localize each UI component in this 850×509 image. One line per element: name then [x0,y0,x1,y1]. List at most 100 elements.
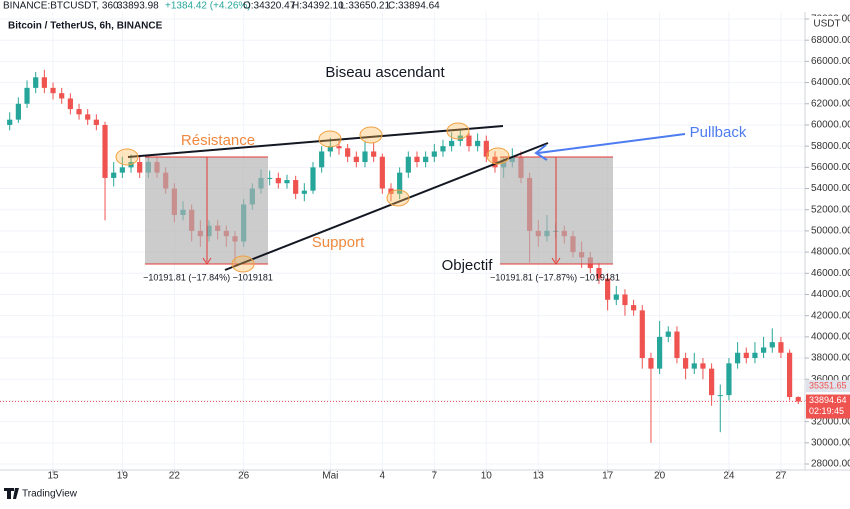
candle-body [605,278,611,300]
candle-body [752,352,758,359]
candle-body [336,146,342,149]
candle-body [622,294,628,306]
support-line [224,142,549,271]
pullback-arrow [537,133,686,154]
candle-body [440,146,446,152]
candle-body [613,294,619,300]
touch-point [486,147,510,165]
brand: TradingView [22,489,78,500]
x-tick-label: 19 [117,471,129,482]
resistance-line [127,125,504,158]
candle-body [33,77,39,88]
candle-body [119,167,125,173]
candle-body [353,156,359,163]
candle-body [657,336,663,369]
candle-body [371,151,377,157]
candle-body [648,358,654,369]
x-tick-label: 17 [602,471,614,482]
candle-body [345,148,351,157]
reference-price-tag [806,380,850,393]
y-tick-label: 66000.00 [811,56,850,67]
y-tick-label: 64000.00 [811,77,850,88]
candle-body [405,156,411,173]
touch-point [446,122,470,140]
candle-body [483,140,489,157]
measure-label: −10191.81 (−17.87%) −1019181 [490,272,620,282]
last-price-label: 33894.64 [809,395,847,405]
x-tick-label: 26 [238,471,250,482]
candle-body [24,87,30,104]
candle-body [709,368,715,396]
y-tick-label: 42000.00 [811,310,850,321]
candle-body [492,156,498,168]
candle-body [310,167,316,191]
currency-label: USDT [813,19,840,30]
candle-body [735,352,741,364]
touch-point [359,126,383,144]
x-tick-label: 4 [380,471,386,482]
y-tick-label: 52000.00 [811,204,850,215]
measure-label: −10191.81 (−17.84%) −1019181 [143,272,273,282]
candle-body [466,135,472,147]
y-tick-label: 38000.00 [811,353,850,364]
y-tick-label: 40000.00 [811,332,850,343]
x-tick-label: 20 [654,471,666,482]
candle-body [743,352,749,359]
brand-logo [4,488,19,499]
close-value: C:33894.64 [388,1,440,12]
time-axis-labels: 15 19 22 26 Mai 4 7 10 13 17 20 24 27 [47,470,787,482]
candle-body [41,77,47,88]
price-axis [805,12,850,470]
open-value: O:34320.47 [243,1,296,12]
candle-body [431,151,437,157]
y-tick-label: 28000.00 [811,459,850,470]
y-tick-label: 44000.00 [811,289,850,300]
candle-body [596,267,602,279]
currency-box [812,16,842,30]
y-tick-label: 48000.00 [811,247,850,258]
candle-body [111,172,117,178]
x-tick-label: 22 [169,471,181,482]
pullback-label: Pullback [690,124,747,141]
change: +1384.42 (+4.26%) [165,1,251,12]
pattern-lines [115,122,686,273]
candle-body [275,177,281,184]
y-tick-label: 54000.00 [811,183,850,194]
candle-body [7,119,13,125]
candle-body [683,358,689,369]
candle-body [726,363,732,396]
candle-body [665,331,671,337]
candle-body [423,156,429,163]
y-tick-label: 46000.00 [811,268,850,279]
last-price-tag [806,394,850,419]
candle-body [717,395,723,397]
target-label: Objectif [442,257,494,274]
y-tick-label: 36000.00 [811,374,850,385]
candle-body [700,363,706,369]
touch-point [318,130,342,148]
candle-body [761,347,767,353]
measure-arrow-head [551,257,561,265]
candle-body [397,172,403,194]
candle-body [319,151,325,168]
candle-body [631,305,637,311]
candle-body [50,87,56,94]
touch-point [386,189,410,207]
candle-body [449,140,455,147]
candle-body [691,363,697,369]
y-tick-label: 56000.00 [811,162,850,173]
y-tick-label: 68000.00 [811,35,850,46]
high-value: H:34392.10 [292,1,344,12]
y-tick-label: 30000.00 [811,437,850,448]
candle-body [59,93,65,99]
footer: TradingView [4,488,78,500]
measure-arrow-head [202,257,212,265]
pattern-label: Biseau ascendant [325,64,445,81]
candle-body [379,156,385,189]
candle-body [795,397,801,402]
pullback-arrow-head [534,144,548,161]
candle-body [414,156,420,163]
candle-body [293,180,299,194]
y-tick-label: 32000.00 [811,416,850,427]
